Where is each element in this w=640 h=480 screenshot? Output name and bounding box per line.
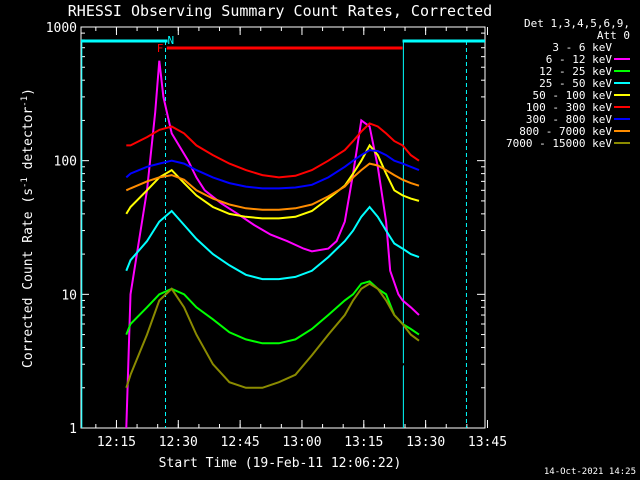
legend-label: 300 - 800 keV (526, 113, 612, 126)
series-line (125, 149, 420, 190)
legend-label: 6 - 12 keV (546, 53, 613, 66)
series-lines (125, 60, 420, 429)
y-axis-label-mid: detector (21, 107, 36, 178)
flag-label: N (168, 34, 175, 47)
legend-header-1: Det 1,3,4,5,6,9, (524, 17, 630, 30)
timestamp: 14-Oct-2021 14:25 (544, 467, 636, 477)
y-axis-label-sup2: -1 (20, 96, 30, 107)
series-line (125, 205, 420, 281)
legend-label: 100 - 300 keV (526, 101, 612, 114)
x-tick-label: 12:15 (97, 435, 136, 450)
x-tick-label: 13:45 (468, 435, 507, 450)
x-tick-label: 13:00 (282, 435, 321, 450)
legend-label: 12 - 25 keV (539, 65, 612, 78)
y-axis: 1 10 100 1000 (46, 21, 485, 437)
chart-title: RHESSI Observing Summary Count Rates, Co… (68, 2, 492, 20)
x-tick-label: 12:30 (159, 435, 198, 450)
y-axis-label-sup1: -1 (20, 177, 30, 188)
series-line (125, 143, 420, 220)
legend-header-2: Att 0 (597, 29, 630, 42)
series-line (125, 162, 420, 211)
x-tick-label: 12:45 (221, 435, 260, 450)
legend-label: 800 - 7000 keV (519, 125, 612, 138)
y-tick-label: 100 (54, 155, 77, 170)
legend-label: 25 - 50 keV (539, 77, 612, 90)
flag-label: F (157, 42, 164, 55)
series-line (126, 122, 420, 179)
legend-label: 50 - 100 keV (533, 89, 613, 102)
series-line (125, 60, 420, 429)
x-tick-label: 13:15 (344, 435, 383, 450)
y-axis-label: Corrected Count Rate (s-1 detector-1) (20, 88, 36, 368)
y-axis-label-end: ) (21, 88, 36, 96)
plot-frame (80, 26, 486, 429)
x-axis-label: Start Time (19-Feb-11 12:06:22) (159, 456, 402, 471)
y-tick-label: 10 (61, 288, 77, 303)
x-tick-label: 13:30 (406, 435, 445, 450)
y-tick-label: 1000 (46, 21, 77, 36)
y-tick-label: 1 (69, 422, 77, 437)
legend-label: 3 - 6 keV (552, 41, 612, 54)
legend-label: 7000 - 15000 keV (506, 137, 612, 150)
series-line (125, 282, 420, 389)
flag-bars: NF (81, 34, 485, 428)
